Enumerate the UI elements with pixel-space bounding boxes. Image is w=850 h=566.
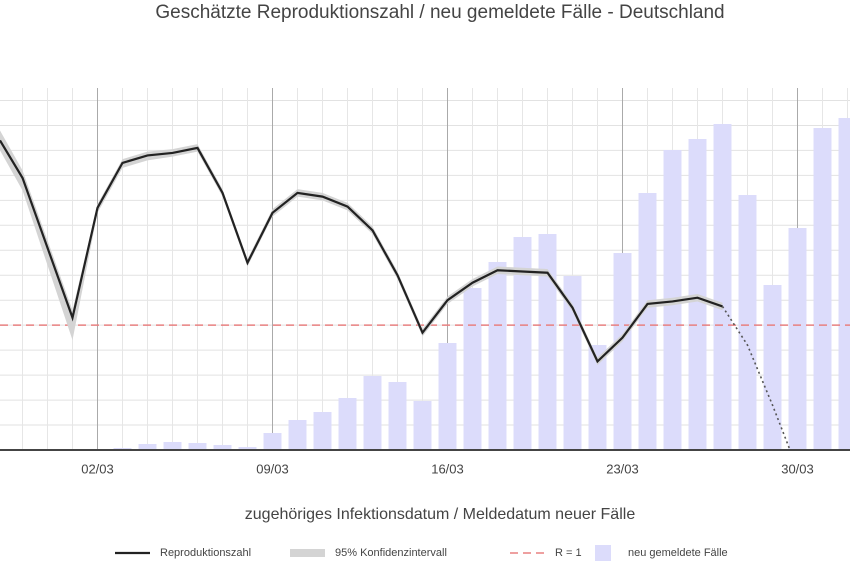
bar [588,345,607,450]
bar [388,382,407,450]
bar [313,412,332,450]
bar [763,285,782,450]
legend-swatch [290,549,325,557]
bar [538,234,557,450]
x-axis-label: zugehöriges Infektionsdatum / Meldedatum… [245,506,636,523]
x-tick-label: 09/03 [256,461,289,476]
bar [138,444,157,450]
bar [513,237,532,450]
legend-label: neu gemeldete Fälle [628,547,728,559]
bar [613,253,632,450]
bar [213,445,232,450]
x-tick-label: 16/03 [431,461,464,476]
x-tick-label: 02/03 [81,461,114,476]
bar [413,401,432,450]
bar [638,193,657,450]
chart-title: Geschätzte Reproduktionszahl / neu gemel… [155,2,724,23]
bar [738,195,757,450]
bar [488,262,507,450]
bar [788,228,807,450]
bar [838,118,850,450]
legend-label: Reproduktionszahl [160,547,251,559]
plot-area [0,88,850,450]
bar [338,398,357,450]
legend-label: R = 1 [555,547,582,559]
x-tick-label: 30/03 [781,461,814,476]
r-line [0,139,723,364]
legend-swatch [595,545,611,561]
bar [713,124,732,450]
bar [463,288,482,450]
forecast-line [721,306,791,450]
bar [363,376,382,450]
bar [438,343,457,450]
legend-label: 95% Konfidenzintervall [335,547,447,559]
bar [188,443,207,450]
bar [238,447,257,450]
bar [163,442,182,450]
x-tick-label: 23/03 [606,461,639,476]
bar [288,420,307,450]
bar [263,433,282,450]
bar [813,128,832,450]
